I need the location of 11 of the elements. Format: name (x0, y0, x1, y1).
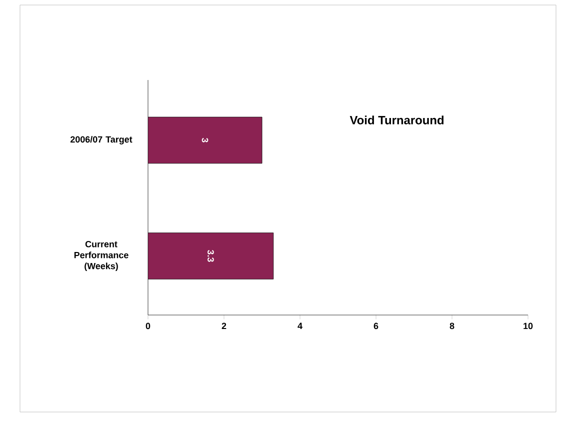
y-tick-label: 2006/07 Target (70, 136, 132, 144)
x-tick-label: 10 (524, 322, 533, 330)
data-label: 3 (202, 138, 208, 142)
x-tick-label: 8 (450, 322, 454, 330)
text: Void Turnaround (350, 116, 444, 124)
x-tick-label: 6 (374, 322, 378, 330)
x-tick-label: 0 (146, 322, 150, 330)
y-tick-label: Current Performance (Weeks) (74, 240, 128, 271)
x-tick-label: 4 (298, 322, 302, 329)
data-label: 3.3 (208, 250, 214, 262)
x-tick-label: 2 (222, 322, 226, 330)
